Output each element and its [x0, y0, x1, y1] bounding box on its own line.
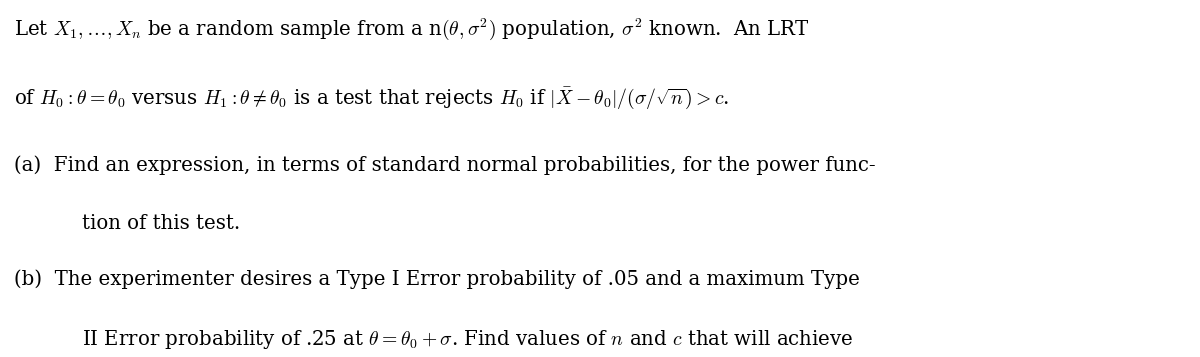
Text: (a)  Find an expression, in terms of standard normal probabilities, for the powe: (a) Find an expression, in terms of stan… [14, 155, 876, 175]
Text: Let $X_1, \ldots, X_n$ be a random sample from a n$(\theta, \sigma^2)$ populatio: Let $X_1, \ldots, X_n$ be a random sampl… [14, 16, 810, 41]
Text: (b)  The experimenter desires a Type I Error probability of .05 and a maximum Ty: (b) The experimenter desires a Type I Er… [14, 270, 860, 289]
Text: of $H_0: \theta = \theta_0$ versus $H_1: \theta \neq \theta_0$ is a test that re: of $H_0: \theta = \theta_0$ versus $H_1:… [14, 86, 730, 111]
Text: tion of this test.: tion of this test. [82, 214, 240, 233]
Text: II Error probability of .25 at $\theta = \theta_0 + \sigma$. Find values of $n$ : II Error probability of .25 at $\theta =… [82, 328, 853, 351]
